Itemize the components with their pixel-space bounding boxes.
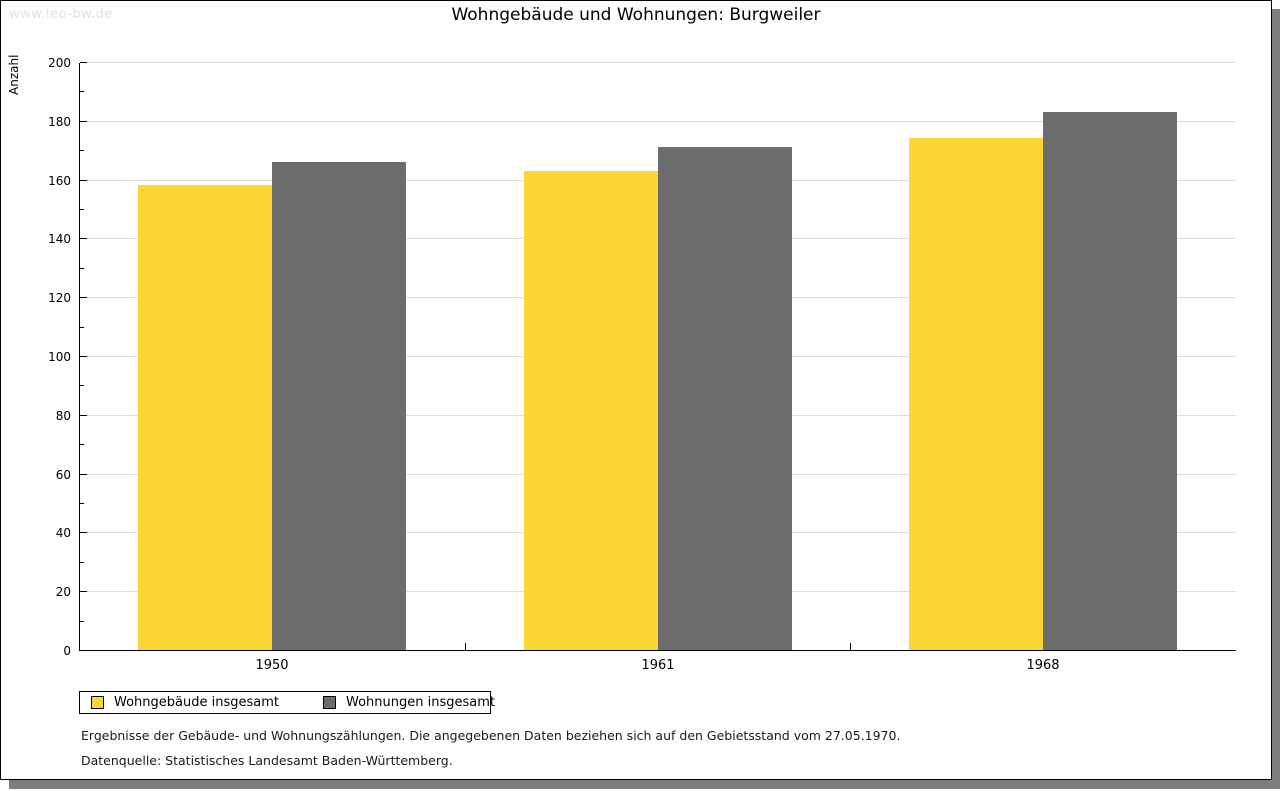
y-tick — [80, 238, 87, 240]
y-tick — [80, 267, 84, 269]
y-tick — [80, 326, 84, 328]
y-tick-label: 80 — [55, 408, 71, 423]
y-tick — [80, 91, 84, 93]
chart-title: Wohngebäude und Wohnungen: Burgweiler — [451, 5, 821, 25]
legend: Wohngebäude insgesamt Wohnungen insgesamt — [79, 691, 495, 714]
y-tick — [80, 209, 84, 210]
y-tick — [80, 356, 87, 357]
y-axis-label: Anzahl — [7, 54, 21, 95]
bar-wohngeb-ude-insgesamt-1961 — [524, 171, 658, 650]
x-tick-label: 1961 — [641, 658, 675, 673]
y-tick-label: 40 — [55, 526, 71, 541]
y-tick-label: 200 — [48, 56, 71, 70]
watermark: www.leo-bw.de — [9, 7, 113, 22]
y-tick-label: 0 — [63, 644, 71, 658]
gridline — [80, 120, 1236, 122]
y-tick — [80, 385, 84, 387]
legend-item-wohngeb-ude-insgesamt: Wohngebäude insgesamt — [91, 695, 279, 710]
y-tick-label: 180 — [48, 114, 71, 129]
y-tick-label: 160 — [48, 173, 71, 188]
y-tick — [80, 473, 87, 475]
y-tick — [80, 591, 87, 593]
bar-wohnungen-insgesamt-1961 — [658, 147, 792, 650]
legend-label: Wohngebäude insgesamt — [114, 695, 279, 710]
y-tick-label: 60 — [55, 467, 71, 482]
y-tick — [80, 532, 87, 534]
y-tick — [80, 179, 87, 181]
y-tick — [80, 620, 84, 622]
y-tick — [80, 120, 87, 122]
x-tick — [850, 643, 851, 650]
legend-item-wohnungen-insgesamt: Wohnungen insgesamt — [323, 695, 495, 710]
x-axis-line — [79, 650, 1236, 651]
y-tick — [80, 444, 84, 446]
y-tick-label: 120 — [48, 291, 71, 306]
y-tick — [80, 62, 87, 63]
y-tick-label: 100 — [48, 350, 71, 364]
x-tick — [465, 643, 466, 650]
bar-wohngeb-ude-insgesamt-1968 — [909, 138, 1043, 650]
y-tick — [80, 150, 84, 152]
footnote-gebietsstand: Ergebnisse der Gebäude- und Wohnungszähl… — [81, 728, 901, 743]
legend-swatch-wohngeb-ude-insgesamt — [91, 696, 104, 709]
y-tick-label: 140 — [48, 232, 71, 247]
bar-wohnungen-insgesamt-1968 — [1043, 112, 1177, 650]
y-tick-label: 20 — [55, 585, 71, 600]
y-tick — [80, 414, 87, 416]
y-tick — [80, 561, 84, 563]
legend-swatch-wohnungen-insgesamt — [323, 696, 336, 709]
footnote-datenquelle: Datenquelle: Statistisches Landesamt Bad… — [81, 753, 453, 768]
x-tick-label: 1968 — [1026, 658, 1060, 673]
bar-wohngeb-ude-insgesamt-1950 — [138, 185, 272, 650]
y-tick — [80, 650, 87, 651]
chart-page: www.leo-bw.de Wohngebäude und Wohnungen:… — [0, 0, 1272, 780]
legend-label: Wohnungen insgesamt — [346, 695, 495, 710]
y-axis-line — [79, 63, 80, 651]
gridline — [80, 62, 1236, 63]
x-tick-label: 1950 — [255, 658, 289, 673]
y-tick — [80, 297, 87, 299]
bar-wohnungen-insgesamt-1950 — [272, 162, 406, 650]
y-tick — [80, 503, 84, 504]
plot-area: 1950 1961 1968 0 20 40 60 80 100 120 140 160 180 200 — [48, 56, 1236, 673]
